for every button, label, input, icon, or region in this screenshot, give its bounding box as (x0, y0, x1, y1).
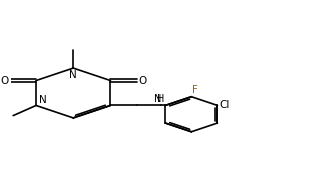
Text: N: N (69, 70, 77, 80)
Text: N: N (39, 94, 47, 105)
Text: F: F (192, 85, 198, 95)
Text: H: H (157, 94, 164, 104)
Text: N: N (154, 94, 161, 104)
Text: O: O (0, 76, 8, 86)
Text: Cl: Cl (219, 100, 229, 110)
Text: O: O (138, 76, 147, 86)
